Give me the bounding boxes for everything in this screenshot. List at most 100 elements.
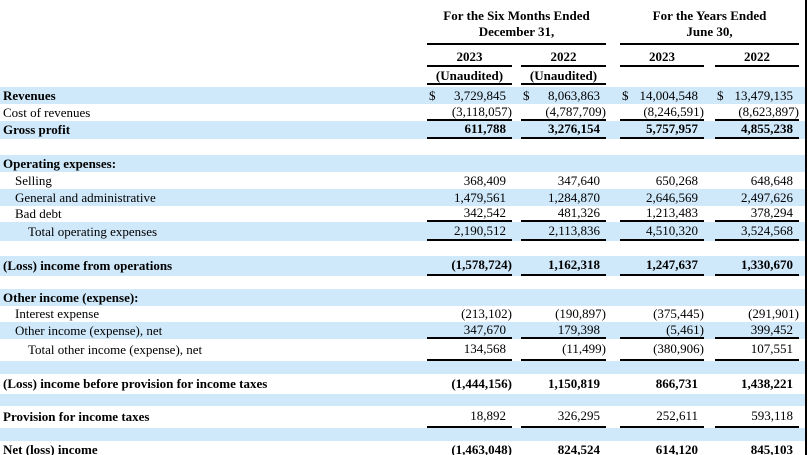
value-cell: 845,103: [715, 441, 799, 455]
spacer-row: [0, 428, 806, 441]
row-label: Interest expense: [15, 306, 100, 321]
empty-header-cell: [715, 69, 799, 85]
value-cell: 1,284,870: [521, 189, 606, 206]
row-label: Total other income (expense), net: [28, 342, 203, 357]
value-cell: (380,906): [620, 339, 704, 361]
table-row: Gross profit 611,788 3,276,154 5,757,957 4,8…: [0, 121, 806, 139]
row-label: Revenues: [3, 87, 56, 103]
spacer-row: [0, 241, 806, 256]
value-cell: 368,409: [427, 172, 512, 189]
row-label: Total operating expenses: [28, 223, 158, 239]
cell-value: 14,004,548: [639, 87, 699, 103]
cell-value: 1,284,870: [548, 189, 600, 205]
col-group-six-months-line1: For the Six Months Ended: [443, 8, 590, 23]
cell-value: 1,479,561: [454, 189, 506, 205]
cell-value: 614,120: [655, 442, 698, 455]
header-label-spacer: [0, 69, 427, 85]
row-label: Selling: [15, 172, 52, 188]
cell-value: 8,063,863: [548, 87, 600, 103]
row-label: Net (loss) income: [3, 442, 98, 455]
cell-value: (1,578,724): [451, 257, 512, 272]
spacer-row: [0, 361, 806, 374]
value-cell: 1,150,819: [521, 374, 606, 394]
cell-value: 18,892: [470, 408, 506, 423]
cell-value: 1,213,483: [646, 205, 698, 220]
table-row: Total other income (expense), net 134,568…: [0, 339, 806, 361]
column-header-year: 2022: [715, 49, 799, 67]
cell-value: 3,729,845: [454, 87, 506, 103]
cell-value: 347,640: [557, 172, 600, 188]
value-cell: 866,731: [620, 374, 704, 394]
value-cell: 1,438,221: [715, 374, 799, 394]
value-cell: (213,102): [427, 306, 512, 322]
table-row: Provision for income taxes 18,892 326,295 2…: [0, 406, 806, 428]
value-cell: (8,246,591): [620, 104, 704, 121]
value-cell: 326,295: [521, 406, 606, 428]
value-cell: (5,461): [620, 322, 704, 339]
value-cell: [427, 155, 512, 172]
row-label: Bad debt: [15, 206, 62, 221]
value-cell: 481,326: [521, 205, 606, 222]
cell-value: 347,670: [463, 321, 506, 337]
cell-value: (11,499): [562, 341, 606, 356]
header-label-spacer: [0, 49, 427, 67]
cell-value: 1,150,819: [548, 376, 600, 391]
cell-value: (8,623,897): [738, 103, 799, 119]
value-cell: 1,162,318: [521, 256, 606, 276]
table-row: Interest expense (213,102) (190,897) (375,4…: [0, 306, 806, 322]
cell-value: 252,611: [656, 408, 698, 423]
row-label: Other income (expense):: [3, 289, 139, 305]
table-row: Cost of revenues (3,118,057) (4,787,709) (8…: [0, 104, 806, 121]
value-cell: 5,757,957: [620, 121, 704, 139]
table-row: Net (loss) income (1,463,048) 824,524 614,1…: [0, 441, 806, 455]
value-cell: 399,452: [715, 322, 799, 339]
value-cell: 824,524: [521, 441, 606, 455]
value-cell: 134,568: [427, 339, 512, 361]
value-cell: 342,542: [427, 205, 512, 222]
value-cell: (1,444,156): [427, 374, 512, 394]
value-cell: [521, 289, 606, 306]
cell-value: (1,444,156): [451, 376, 512, 391]
table-row: Revenues $3,729,845 $8,063,863 $14,004,548 $…: [0, 87, 806, 104]
value-cell: 4,855,238: [715, 121, 799, 139]
value-cell: (1,578,724): [427, 256, 512, 276]
cell-value: 611,788: [464, 121, 506, 136]
cell-value: 1,247,637: [646, 257, 698, 272]
cell-value: 1,330,670: [741, 257, 793, 272]
cell-value: 824,524: [557, 442, 600, 455]
col-group-six-months: For the Six Months Ended December 31,: [427, 8, 606, 45]
table-header: For the Six Months Ended December 31, Fo…: [0, 0, 806, 85]
table-row: (Loss) income from operations (1,578,724)…: [0, 256, 806, 276]
value-cell: (4,787,709): [521, 104, 606, 121]
cell-value: 326,295: [557, 408, 600, 423]
column-header-year: 2023: [620, 49, 704, 67]
row-label: General and administrative: [15, 189, 156, 205]
cell-value: 107,551: [750, 341, 793, 356]
cell-value: (380,906): [653, 341, 704, 356]
dollar-sign: $: [429, 87, 436, 103]
empty-header-cell: [620, 69, 704, 85]
value-cell: 107,551: [715, 339, 799, 361]
value-cell: 1,247,637: [620, 256, 704, 276]
cell-value: (4,787,709): [545, 103, 606, 119]
value-cell: (1,463,048): [427, 441, 512, 455]
value-cell: 2,113,836: [521, 222, 606, 241]
cell-value: 2,113,836: [548, 222, 600, 238]
cell-value: 4,510,320: [646, 222, 698, 238]
table-row: Total operating expenses 2,190,512 2,113,8…: [0, 222, 806, 241]
value-cell: (375,445): [620, 306, 704, 322]
cell-value: 866,731: [655, 376, 698, 391]
header-label-spacer: [0, 8, 427, 45]
cell-value: (213,102): [461, 306, 512, 321]
value-cell: 611,788: [427, 121, 512, 139]
value-cell: [715, 155, 799, 172]
value-cell: (8,623,897): [715, 104, 799, 121]
column-header-year: 2022: [521, 49, 606, 67]
cell-value: (291,901): [748, 306, 799, 321]
value-cell: $3,729,845: [427, 87, 512, 104]
cell-value: 481,326: [557, 205, 600, 220]
value-cell: 4,510,320: [620, 222, 704, 241]
value-cell: 347,670: [427, 322, 512, 339]
value-cell: $14,004,548: [620, 87, 704, 104]
